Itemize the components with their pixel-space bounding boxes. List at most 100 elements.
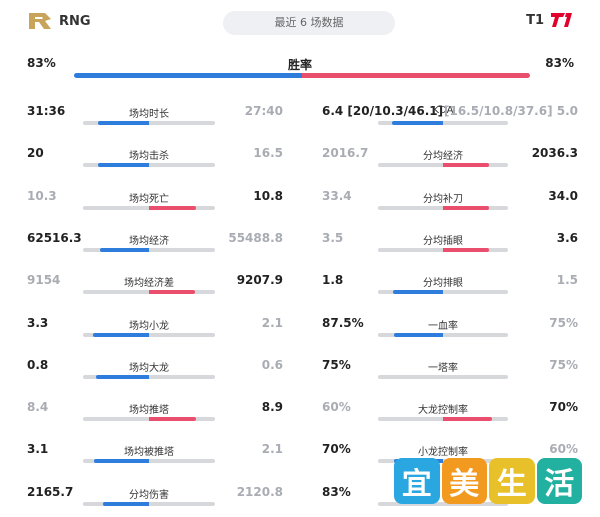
stat-row: 1.8 分均排眼 1.5 xyxy=(322,271,578,307)
stat-right-value: 2120.8 xyxy=(236,484,283,499)
stat-row: 9154 场均经济差 9207.9 xyxy=(27,271,283,307)
stat-row: 3.3 场均小龙 2.1 xyxy=(27,314,283,350)
stat-right-value: 3.6 xyxy=(556,230,578,245)
stat-label: 场均被推塔 xyxy=(124,447,174,459)
right-team-name: T1 xyxy=(526,12,544,28)
watermark-char: 宜 xyxy=(394,458,440,504)
stat-bar-right xyxy=(443,247,490,252)
stat-bar-right xyxy=(149,290,196,295)
stat-row: 87.5% 一血率 75% xyxy=(322,314,578,350)
stat-row: 3.1 场均被推塔 2.1 xyxy=(27,440,283,476)
match-header: RNG 最近 6 场数据 T1 xyxy=(0,0,600,44)
stat-left-value: 9154 xyxy=(27,273,61,288)
stat-left-value: 3.3 xyxy=(27,315,49,330)
stat-left-value: 2165.7 xyxy=(27,484,74,499)
stat-bar-track xyxy=(83,121,215,125)
stat-row: 2016.7 分均经济 2036.3 xyxy=(322,144,578,180)
watermark: 宜 美 生 活 xyxy=(394,458,584,508)
stat-right-value: 70% xyxy=(549,400,578,415)
stat-right-value: 55488.8 xyxy=(228,230,283,245)
stat-right-value: 9207.9 xyxy=(236,273,283,288)
stat-label: 大龙控制率 xyxy=(418,405,468,417)
stat-left-value: 6.4 [20/10.3/46.1] xyxy=(322,104,444,118)
stat-label: 场均时长 xyxy=(129,109,169,120)
stat-right-value: [16.5/10.8/37.6] 5.0 xyxy=(444,104,578,118)
stat-bar-left xyxy=(98,121,149,125)
stat-right-value: 1.5 xyxy=(556,273,578,288)
rng-logo-icon xyxy=(29,13,51,29)
stat-label: 分均经济 xyxy=(423,151,463,163)
stat-bar-track xyxy=(378,121,508,125)
watermark-char: 活 xyxy=(536,458,582,504)
stat-right-value: 0.6 xyxy=(261,357,283,372)
stat-left-value: 62516.3 xyxy=(27,230,82,245)
stat-row: 75% 一塔率 75% xyxy=(322,356,578,392)
stat-row: 10.3 场均死亡 10.8 xyxy=(27,187,283,223)
stat-left-value: 83% xyxy=(322,484,351,499)
stat-left-value: 87.5% xyxy=(322,315,364,330)
stat-bar-track xyxy=(83,163,215,168)
stat-label: 分均补刀 xyxy=(423,193,463,205)
stat-right-value: 2036.3 xyxy=(531,146,578,161)
stat-label: 场均死亡 xyxy=(129,193,169,205)
stat-bar-left xyxy=(98,163,149,168)
stat-label: 场均推塔 xyxy=(129,405,169,417)
stat-left-value: 10.3 xyxy=(27,188,57,203)
stat-bar-track xyxy=(83,247,215,252)
left-team[interactable]: RNG xyxy=(27,11,91,31)
stat-bar-left xyxy=(392,290,443,295)
right-team[interactable]: T1 xyxy=(526,11,574,29)
stat-left-value: 75% xyxy=(322,357,351,372)
stat-right-value: 75% xyxy=(549,357,578,372)
stat-row: 83% xyxy=(322,483,578,517)
watermark-char: 美 xyxy=(441,458,487,504)
stat-left-value: 20 xyxy=(27,146,44,161)
stat-left-value: 1.8 xyxy=(322,273,344,288)
stat-label: 分均排眼 xyxy=(423,278,463,290)
stat-label: 场均经济 xyxy=(129,235,169,247)
stat-left-value: 3.1 xyxy=(27,442,49,457)
stat-right-value: 10.8 xyxy=(253,188,283,203)
stat-row: 8.4 场均推塔 8.9 xyxy=(27,398,283,434)
stat-bar-left xyxy=(100,247,149,252)
stat-bar-left xyxy=(392,121,443,125)
stat-bar-left xyxy=(93,459,149,464)
stat-bar-right xyxy=(443,417,493,422)
watermark-char: 生 xyxy=(489,458,535,504)
stat-label: 小龙控制率 xyxy=(418,447,468,459)
left-team-name: RNG xyxy=(59,13,91,29)
stat-left-value: 3.5 xyxy=(322,230,344,245)
stat-bar-track xyxy=(83,501,215,506)
win-rate-row: 83% 胜率 83% xyxy=(0,52,600,86)
stat-bar-track xyxy=(83,374,215,379)
left-win-rate: 83% xyxy=(27,56,56,70)
stat-right-value: 8.9 xyxy=(261,400,283,415)
stat-left-value: 33.4 xyxy=(322,188,352,203)
stat-label: 场均击杀 xyxy=(129,151,169,163)
stat-right-value: 60% xyxy=(549,442,578,457)
stat-row: 60% 大龙控制率 70% xyxy=(322,398,578,434)
stat-label: 分均伤害 xyxy=(129,489,169,501)
right-win-rate-bar xyxy=(302,73,530,78)
stat-row: 3.5 分均插眼 3.6 xyxy=(322,229,578,265)
left-win-rate-bar xyxy=(74,73,302,78)
stat-bar-right xyxy=(149,205,197,210)
stat-bar-track xyxy=(378,332,508,337)
stat-label: 一塔率 xyxy=(428,362,458,374)
stat-right-value: 75% xyxy=(549,315,578,330)
stat-left-value: 0.8 xyxy=(27,357,49,372)
stat-bar-left xyxy=(393,332,443,337)
stat-label: 分均插眼 xyxy=(423,235,463,247)
stat-right-value: 2.1 xyxy=(261,442,283,457)
stat-row: 0.8 场均大龙 0.6 xyxy=(27,356,283,392)
stat-right-value: 2.1 xyxy=(261,315,283,330)
stat-row: 62516.3 场均经济 55488.8 xyxy=(27,229,283,265)
stat-right-value: 16.5 xyxy=(253,146,283,161)
stat-row: 6.4 [20/10.3/46.1] KDA [16.5/10.8/37.6] 5.… xyxy=(322,102,578,138)
stat-left-value: 2016.7 xyxy=(322,146,369,161)
stat-left-value: 60% xyxy=(322,400,351,415)
stat-label: KDA xyxy=(432,105,454,116)
stat-left-value: 31:36 xyxy=(27,104,66,118)
stat-right-value: 27:40 xyxy=(244,104,283,118)
right-win-rate: 83% xyxy=(545,56,574,70)
